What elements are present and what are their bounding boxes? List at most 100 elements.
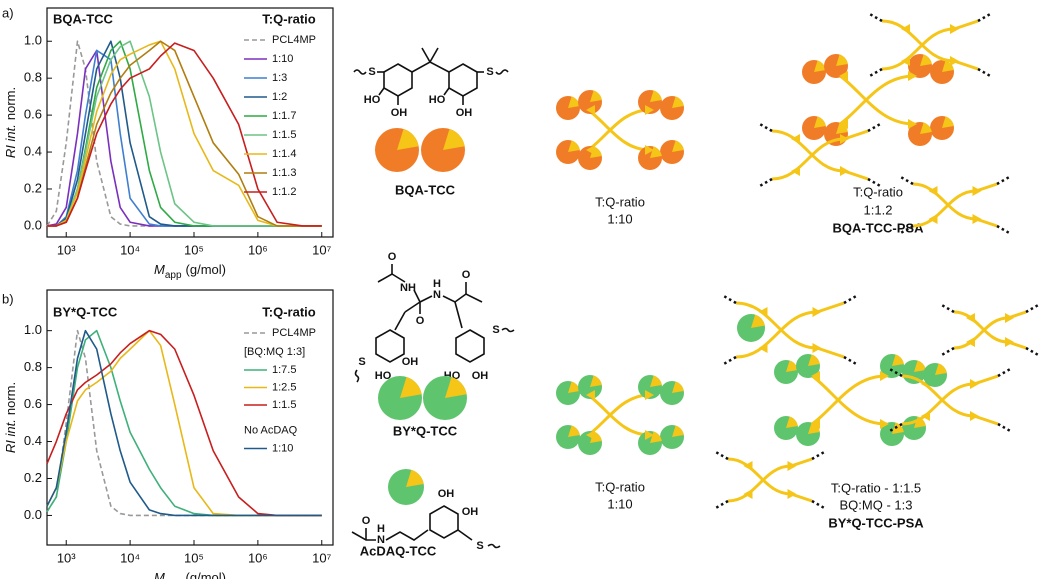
chain-continuation bbox=[757, 121, 773, 133]
monomer-wedge bbox=[814, 60, 826, 72]
atom: O bbox=[388, 251, 397, 263]
bond bbox=[421, 47, 431, 63]
y-tick-label: 1.0 bbox=[24, 33, 42, 48]
y-label-plain: norm. bbox=[3, 382, 18, 415]
arrowhead bbox=[645, 105, 654, 115]
chain-continuation bbox=[939, 302, 955, 314]
chain-continuation bbox=[997, 422, 1013, 434]
x-label-symbol: M bbox=[154, 262, 165, 277]
atom: HO bbox=[375, 370, 392, 382]
arrowhead bbox=[950, 24, 959, 34]
x-label-subscript: app bbox=[165, 578, 182, 579]
monomer-wedge bbox=[808, 354, 820, 366]
bond bbox=[385, 529, 429, 541]
monomer-wedge bbox=[786, 360, 798, 372]
scheme-text: BQ:MQ - 1:3 bbox=[840, 497, 913, 512]
x-label-unit: (g/mol) bbox=[186, 570, 226, 579]
scheme-text: T:Q-ratio bbox=[595, 479, 645, 494]
chain-continuation bbox=[867, 177, 883, 189]
arrowhead bbox=[839, 119, 848, 129]
arrowhead bbox=[586, 105, 595, 115]
arrowhead bbox=[928, 214, 938, 224]
arrowhead bbox=[972, 186, 982, 196]
series-line bbox=[46, 329, 322, 517]
legend-label: 1:3 bbox=[272, 72, 287, 84]
legend-label: 1:1.5 bbox=[272, 399, 296, 411]
monomer-wedge bbox=[751, 314, 765, 328]
legend-label: 1:10 bbox=[272, 442, 293, 454]
bond bbox=[457, 529, 473, 541]
y-tick-label: 1.0 bbox=[24, 322, 42, 337]
arrowhead bbox=[970, 379, 979, 389]
atom: OH bbox=[438, 488, 455, 500]
monomer-wedge bbox=[672, 425, 684, 437]
x-label-symbol: M bbox=[154, 570, 165, 579]
legend-label: 1:2.5 bbox=[272, 381, 296, 393]
arrowhead bbox=[787, 461, 797, 471]
atom: HO bbox=[364, 94, 381, 106]
arrowhead bbox=[966, 337, 975, 347]
series-line bbox=[46, 329, 322, 517]
ring bbox=[383, 63, 413, 97]
monomer-wedge bbox=[568, 425, 580, 437]
atom: OH bbox=[402, 356, 419, 368]
chain-continuation bbox=[939, 346, 955, 358]
bond bbox=[351, 531, 376, 541]
atom: H bbox=[433, 278, 441, 290]
y-axis-label: RI int. norm. bbox=[3, 87, 18, 158]
x-tick-label: 10⁶ bbox=[248, 550, 268, 565]
y-tick-label: 0.0 bbox=[24, 217, 42, 232]
arrowhead bbox=[645, 145, 654, 155]
scheme-text: T:Q-ratio - 1:1.5 bbox=[831, 480, 921, 495]
y-tick-label: 0.6 bbox=[24, 107, 42, 122]
chain-continuation bbox=[996, 224, 1012, 236]
arrowhead bbox=[743, 489, 753, 499]
atom: N bbox=[433, 289, 441, 301]
y-label-italic: RI int. bbox=[3, 419, 18, 453]
monomer-wedge bbox=[836, 54, 848, 66]
ring bbox=[375, 329, 405, 363]
arrowhead bbox=[908, 119, 917, 129]
x-tick-label: 10³ bbox=[57, 550, 76, 565]
chain-continuation bbox=[977, 67, 993, 79]
panel-label: a) bbox=[2, 5, 14, 20]
x-axis-label: Mapp (g/mol) bbox=[154, 570, 226, 579]
arrowhead bbox=[812, 343, 822, 353]
atom: O bbox=[416, 315, 425, 327]
y-tick-label: 0.8 bbox=[24, 359, 42, 374]
bond bbox=[443, 87, 450, 96]
molecule-label: AcDAQ-TCC bbox=[360, 543, 437, 558]
x-tick-label: 10⁷ bbox=[312, 550, 331, 565]
legend-label: 1:1.4 bbox=[272, 148, 296, 160]
chain-continuation bbox=[887, 422, 903, 434]
linker bbox=[727, 457, 813, 503]
chain-continuation bbox=[843, 293, 859, 305]
arrowhead bbox=[950, 56, 959, 66]
chain-continuation bbox=[713, 449, 729, 461]
y-tick-label: 0.2 bbox=[24, 180, 42, 195]
monomer-wedge bbox=[400, 376, 422, 398]
legend-group: [BQ:MQ 1:3] bbox=[244, 346, 305, 358]
bond bbox=[404, 301, 421, 313]
arrowhead bbox=[787, 489, 797, 499]
scheme-name: BQA-TCC-PSA bbox=[833, 220, 925, 235]
chain-continuation bbox=[721, 355, 737, 367]
arrowhead bbox=[586, 430, 595, 440]
chain-continuation bbox=[757, 177, 773, 189]
arrowhead bbox=[791, 134, 800, 144]
chain-continuation bbox=[898, 174, 914, 186]
monomer-wedge bbox=[920, 122, 932, 134]
x-label-subscript: app bbox=[165, 270, 182, 281]
linker bbox=[912, 182, 998, 228]
monomer-wedge bbox=[892, 422, 904, 434]
arrowhead bbox=[840, 166, 849, 176]
atom: S bbox=[358, 356, 365, 368]
arrowhead bbox=[966, 313, 975, 323]
scheme-text: T:Q-ratio bbox=[853, 184, 903, 199]
atom: O bbox=[462, 269, 471, 281]
monomer-wedge bbox=[920, 54, 932, 66]
monomer-wedge bbox=[406, 469, 424, 487]
monomer-wedge bbox=[568, 96, 580, 108]
bond bbox=[413, 289, 433, 304]
x-axis-label: Mapp (g/mol) bbox=[154, 262, 226, 280]
